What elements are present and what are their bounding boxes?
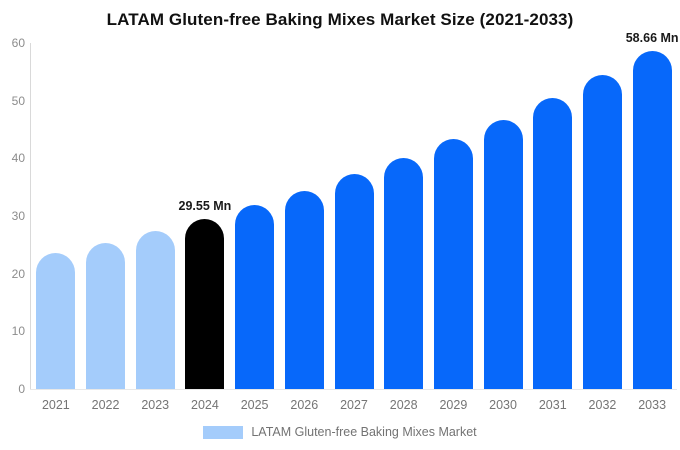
x-tick-label-2033: 2033 (638, 398, 667, 412)
x-axis-line (30, 389, 677, 390)
bar-2032[interactable] (582, 75, 622, 389)
x-tick-label-2029: 2029 (439, 398, 468, 412)
bar-2029[interactable] (433, 139, 473, 389)
y-tick-label: 20 (11, 266, 25, 281)
legend-swatch (203, 425, 244, 439)
x-tick-label-2026: 2026 (290, 398, 319, 412)
x-tick-label-2025: 2025 (240, 398, 269, 412)
y-tick-label: 0 (18, 382, 25, 396)
x-tick-label-2032: 2032 (588, 398, 617, 412)
x-tick-label-2024: 2024 (191, 398, 219, 412)
y-tick-label: 30 (11, 209, 25, 223)
bar-2030[interactable] (483, 119, 523, 389)
bar-2027[interactable] (334, 174, 374, 389)
x-tick-label-2023: 2023 (141, 398, 170, 412)
bar-2033[interactable] (632, 50, 672, 389)
bar-2031[interactable] (533, 98, 573, 389)
bar-2025[interactable] (235, 205, 275, 389)
x-tick-label-2022: 2022 (91, 398, 120, 412)
y-tick-label: 10 (11, 324, 25, 339)
y-axis-line (30, 43, 31, 389)
bar-2022[interactable] (86, 242, 126, 389)
x-tick-label-2030: 2030 (489, 398, 517, 412)
bar-value-label-2033: 58.66 Mn (625, 30, 679, 45)
x-tick-label-2028: 2028 (389, 398, 418, 412)
y-tick-label: 40 (11, 151, 25, 166)
chart-title: LATAM Gluten-free Baking Mixes Market Si… (106, 10, 574, 29)
bar-2021[interactable] (36, 253, 76, 389)
legend-label: LATAM Gluten-free Baking Mixes Market (251, 425, 477, 439)
x-tick-label-2031: 2031 (538, 398, 567, 412)
y-tick-label: 50 (11, 93, 25, 108)
y-tick-label: 60 (11, 36, 25, 50)
bar-2026[interactable] (284, 190, 324, 389)
legend[interactable]: LATAM Gluten-free Baking Mixes Market (0, 425, 680, 439)
bar-value-label-2024: 29.55 Mn (178, 198, 232, 213)
bar-2028[interactable] (384, 157, 424, 389)
x-tick-label-2021: 2021 (41, 398, 70, 412)
x-tick-label-2027: 2027 (340, 398, 368, 412)
bar-2023[interactable] (135, 230, 175, 389)
bar-2024[interactable] (185, 218, 225, 389)
